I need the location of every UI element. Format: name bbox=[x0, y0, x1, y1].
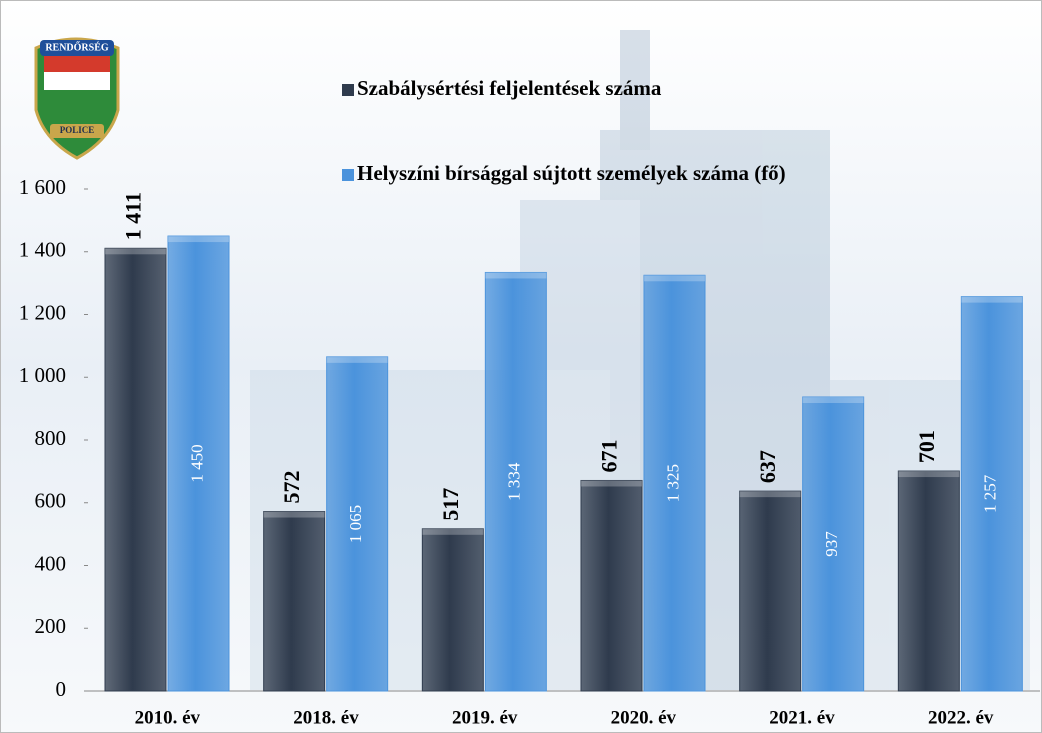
bar-cap bbox=[898, 471, 960, 478]
value-label: 1 411 bbox=[121, 192, 146, 240]
x-tick-label: 2019. év bbox=[452, 707, 518, 728]
value-label: 517 bbox=[438, 488, 463, 521]
bar-cap bbox=[739, 491, 801, 498]
y-tick-label: 400 bbox=[35, 551, 67, 575]
bar-cap bbox=[168, 236, 229, 243]
bar-cap bbox=[326, 356, 388, 363]
bar bbox=[643, 274, 706, 692]
bar bbox=[580, 479, 643, 692]
y-tick-label: 1 400 bbox=[19, 238, 66, 262]
bar bbox=[802, 396, 865, 692]
x-tick-label: 2021. év bbox=[769, 707, 835, 728]
value-label: 937 bbox=[822, 531, 841, 557]
y-tick-label: 1 200 bbox=[19, 300, 66, 324]
value-label: 671 bbox=[597, 439, 622, 472]
y-tick-label: 1 000 bbox=[19, 363, 66, 387]
bar bbox=[421, 528, 484, 692]
x-tick-label: 2020. év bbox=[611, 707, 677, 728]
bar-cap bbox=[802, 397, 864, 404]
y-tick-label: 600 bbox=[35, 489, 67, 513]
y-tick-label: 1 600 bbox=[19, 175, 66, 199]
value-label: 701 bbox=[914, 430, 939, 463]
x-tick-label: 2022. év bbox=[928, 707, 994, 728]
bar bbox=[960, 296, 1023, 692]
legend-label: Helyszíni bírsággal sújtott személyek sz… bbox=[357, 161, 786, 185]
value-label: 1 257 bbox=[981, 474, 1000, 513]
y-tick-label: 0 bbox=[56, 677, 67, 701]
logo-text: POLICE bbox=[60, 125, 95, 135]
value-label: 572 bbox=[279, 471, 304, 504]
x-tick-label: 2010. év bbox=[135, 707, 201, 728]
legend-marker bbox=[342, 169, 354, 181]
logo: RENDŐRSÉG POLICE bbox=[34, 37, 120, 160]
logo-text: RENDŐRSÉG bbox=[45, 41, 109, 53]
bar bbox=[167, 235, 230, 692]
bar bbox=[263, 511, 326, 692]
bar bbox=[104, 247, 167, 692]
bar-cap bbox=[644, 275, 705, 282]
legend-marker bbox=[342, 84, 354, 96]
value-label: 637 bbox=[755, 450, 780, 483]
bar-cap bbox=[422, 528, 484, 535]
bar-cap bbox=[263, 511, 325, 518]
bar-cap bbox=[105, 248, 166, 255]
value-label: 1 325 bbox=[663, 464, 682, 502]
y-tick-label: 200 bbox=[35, 614, 67, 638]
bar bbox=[326, 356, 389, 692]
bar-cap bbox=[961, 296, 1023, 303]
value-label: 1 065 bbox=[346, 505, 365, 543]
value-label: 1 334 bbox=[505, 462, 524, 501]
y-tick-label: 800 bbox=[35, 426, 67, 450]
bar-cap bbox=[485, 272, 547, 279]
bar bbox=[484, 271, 547, 692]
bar bbox=[897, 470, 960, 692]
legend-label: Szabálysértési feljelentések száma bbox=[357, 76, 662, 100]
bar-cap bbox=[581, 480, 642, 487]
bar bbox=[739, 490, 802, 692]
x-tick-label: 2018. év bbox=[293, 707, 359, 728]
value-label: 1 450 bbox=[187, 444, 206, 482]
